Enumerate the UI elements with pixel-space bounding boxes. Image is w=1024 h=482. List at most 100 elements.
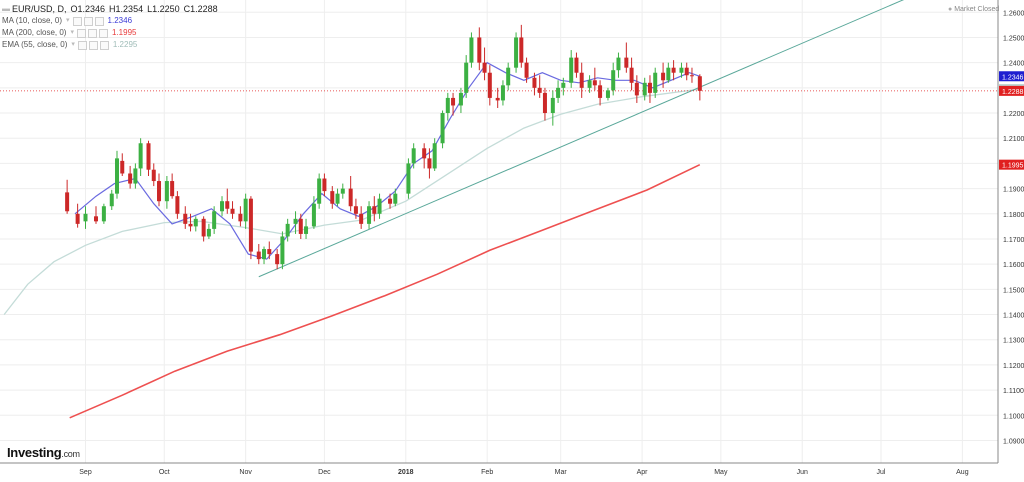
candle — [432, 138, 437, 171]
candle — [561, 77, 566, 96]
candle-body — [212, 211, 217, 229]
price-label-bg — [999, 159, 1024, 170]
candle — [304, 218, 309, 239]
collapse-icon[interactable]: ▬ — [2, 4, 10, 13]
price-label-text: 1.2346 — [1002, 74, 1024, 81]
candle — [275, 249, 280, 270]
candle-body — [120, 160, 125, 174]
candle — [647, 75, 652, 103]
candle — [164, 176, 169, 209]
candle-body — [230, 208, 235, 214]
visibility-icon[interactable] — [72, 16, 82, 26]
y-tick-label: 1.1300 — [1003, 338, 1024, 345]
ema55-line — [3, 88, 700, 315]
candle — [377, 193, 382, 219]
candle-body — [629, 67, 634, 83]
visibility-icon[interactable] — [77, 28, 86, 38]
candle — [598, 80, 603, 106]
candle — [348, 176, 353, 212]
candle-body — [311, 203, 316, 227]
y-tick-label: 1.0900 — [1003, 439, 1024, 446]
candle-body — [647, 82, 652, 93]
candle — [422, 143, 427, 169]
candle-body — [335, 193, 340, 204]
candle-body — [574, 57, 579, 73]
indicator-name: MA (200, close, 0) — [2, 28, 67, 37]
candle-body — [322, 178, 327, 192]
candle-body — [248, 198, 253, 252]
logo-suffix: .com — [61, 449, 80, 459]
x-tick-label: Oct — [159, 469, 170, 476]
candle — [666, 62, 671, 83]
candle — [293, 211, 298, 234]
legend-indicator-ma10[interactable]: MA (10, close, 0) ▾ 1.2346 — [2, 15, 222, 27]
trendline — [258, 0, 905, 278]
candle — [322, 173, 327, 197]
x-tick-label: May — [714, 469, 728, 476]
settings-icon[interactable] — [88, 28, 97, 38]
candle — [671, 60, 676, 81]
candle — [151, 163, 156, 187]
symbol-label[interactable]: EUR/USD, D, — [12, 4, 67, 14]
legend-indicator-ema55[interactable]: EMA (55, close, 0) ▾ 1.2295 — [2, 39, 222, 51]
candle — [679, 62, 684, 78]
y-tick-label: 1.2100 — [1003, 136, 1024, 143]
candle — [689, 67, 694, 83]
candle-body — [661, 72, 666, 81]
candle — [388, 193, 393, 209]
candle-body — [275, 254, 280, 265]
chevron-down-icon[interactable]: ▾ — [71, 41, 75, 48]
chevron-down-icon[interactable]: ▾ — [70, 29, 74, 36]
candle — [206, 223, 211, 239]
candle — [500, 80, 505, 106]
candle-body — [592, 80, 597, 86]
x-tick-label: 2018 — [398, 469, 414, 476]
chevron-down-icon[interactable]: ▾ — [66, 17, 70, 24]
candle — [579, 62, 584, 98]
x-tick-label: Mar — [555, 469, 568, 476]
candle — [487, 65, 492, 106]
candle — [201, 216, 206, 242]
candle — [477, 27, 482, 71]
candle — [212, 206, 217, 234]
candle — [661, 62, 666, 88]
candle — [120, 153, 125, 177]
candle — [285, 218, 290, 242]
ma200-line — [69, 163, 701, 419]
candle-body — [624, 57, 629, 68]
candle — [440, 110, 445, 149]
settings-icon[interactable] — [83, 16, 93, 26]
candle-body — [440, 113, 445, 144]
price-label: 1.2346 — [999, 71, 1024, 82]
candle — [642, 77, 647, 101]
candle-body — [579, 72, 584, 88]
candle-body — [671, 67, 676, 73]
candle-body — [561, 82, 566, 88]
candle-body — [642, 82, 647, 96]
open-value: O1.2346 — [70, 4, 106, 14]
candle-body — [101, 206, 106, 222]
candle-body — [634, 82, 639, 96]
candle-body — [115, 158, 120, 194]
close-icon[interactable] — [94, 16, 104, 26]
price-label: 1.2288 — [999, 85, 1024, 96]
settings-icon[interactable] — [88, 40, 98, 50]
visibility-icon[interactable] — [77, 40, 87, 50]
legend-indicator-ma200[interactable]: MA (200, close, 0) ▾ 1.1995 — [2, 27, 222, 39]
y-tick-label: 1.2600 — [1003, 10, 1024, 17]
candle — [298, 213, 303, 239]
indicator-name: MA (10, close, 0) — [2, 16, 63, 25]
candle-body — [183, 213, 188, 224]
candle — [445, 92, 450, 121]
candle — [616, 52, 621, 78]
candle — [482, 47, 487, 81]
candle-body — [532, 77, 537, 88]
candle-body — [569, 57, 574, 83]
candle-body — [464, 62, 469, 93]
close-icon[interactable] — [99, 28, 108, 38]
x-tick-label: Dec — [318, 469, 331, 476]
y-tick-label: 1.2400 — [1003, 61, 1024, 68]
close-icon[interactable] — [99, 40, 109, 50]
